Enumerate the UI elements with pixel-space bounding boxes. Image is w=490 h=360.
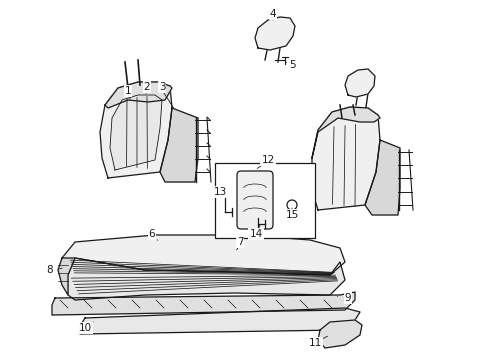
Polygon shape (80, 308, 360, 334)
FancyBboxPatch shape (237, 171, 273, 229)
Text: 12: 12 (261, 155, 274, 165)
Text: 3: 3 (159, 82, 165, 92)
Polygon shape (62, 235, 345, 275)
Text: 13: 13 (213, 187, 227, 197)
Text: 11: 11 (308, 338, 321, 348)
Text: 7: 7 (237, 237, 244, 247)
Polygon shape (100, 82, 172, 178)
Polygon shape (52, 292, 355, 315)
Text: 1: 1 (124, 86, 131, 96)
Text: 4: 4 (270, 9, 276, 19)
Polygon shape (345, 69, 375, 97)
Polygon shape (160, 108, 198, 182)
Bar (215, 163, 315, 238)
Text: 8: 8 (47, 265, 53, 275)
Text: 15: 15 (285, 210, 298, 220)
Polygon shape (318, 320, 362, 348)
Polygon shape (110, 95, 162, 170)
Polygon shape (312, 107, 380, 210)
Text: 10: 10 (78, 323, 92, 333)
Text: 14: 14 (249, 229, 263, 239)
Polygon shape (68, 258, 345, 300)
Polygon shape (58, 258, 75, 295)
Polygon shape (255, 17, 295, 50)
Polygon shape (312, 107, 380, 158)
Text: 5: 5 (290, 60, 296, 70)
Circle shape (287, 200, 297, 210)
Text: 9: 9 (344, 293, 351, 303)
Polygon shape (365, 140, 400, 215)
Polygon shape (105, 82, 172, 108)
Text: 2: 2 (144, 82, 150, 92)
Text: 6: 6 (148, 229, 155, 239)
